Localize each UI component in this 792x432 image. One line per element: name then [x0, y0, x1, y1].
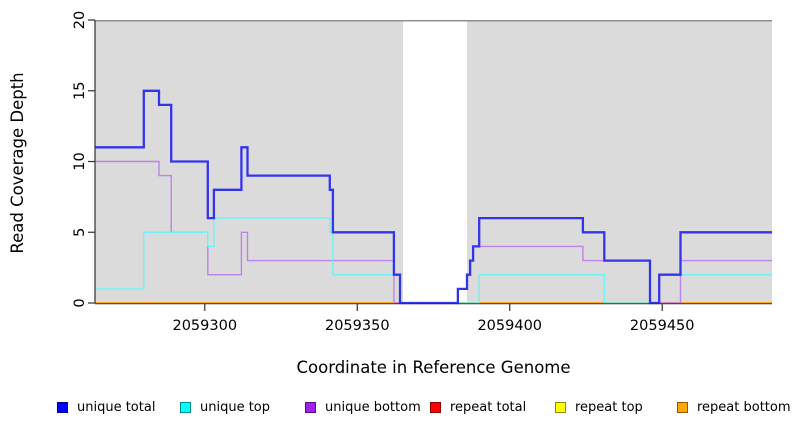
x-axis-title: Coordinate in Reference Genome [296, 358, 571, 377]
legend-label: unique top [200, 399, 271, 415]
y-tick-label: 10 [72, 152, 88, 170]
x-tick-label: 2059450 [630, 318, 695, 334]
legend-swatch-unique-top [180, 401, 191, 413]
legend-label: unique total [77, 399, 156, 415]
legend-swatch-repeat-top [555, 401, 566, 413]
legend-item-unique-bottom: unique bottom [305, 398, 421, 416]
legend-item-unique-total: unique total [57, 398, 155, 416]
masked-region [403, 20, 468, 303]
y-tick-label: 5 [72, 228, 88, 237]
series-line-unique-total [95, 89, 772, 305]
x-tick-label: 2059350 [325, 318, 390, 334]
y-tick-label: 15 [72, 82, 88, 100]
x-tick-label: 2059300 [172, 318, 237, 334]
coverage-chart: 2059300 2059350 2059400 2059450 0 5 10 15 20 [72, 11, 772, 334]
legend-item-repeat-bottom: repeat bottom [677, 398, 791, 416]
chart-legend: unique total unique top unique bottom re… [0, 398, 792, 420]
y-tick-label: 0 [72, 298, 88, 307]
legend-swatch-repeat-total [430, 401, 441, 413]
y-axis-title: Read Coverage Depth [8, 72, 27, 254]
legend-swatch-unique-bottom [305, 401, 316, 413]
legend-label: repeat total [450, 399, 527, 415]
legend-label: unique bottom [325, 399, 421, 415]
y-tick-label: 20 [72, 11, 88, 29]
legend-label: repeat top [575, 399, 643, 415]
legend-item-unique-top: unique top [180, 398, 270, 416]
series-line-unique-top [95, 217, 772, 304]
legend-item-repeat-total: repeat total [430, 398, 526, 416]
legend-label: repeat bottom [697, 399, 791, 415]
legend-swatch-repeat-bottom [677, 401, 688, 413]
legend-swatch-unique-total [57, 401, 68, 413]
legend-item-repeat-top: repeat top [555, 398, 643, 416]
x-tick-label: 2059400 [477, 318, 542, 334]
